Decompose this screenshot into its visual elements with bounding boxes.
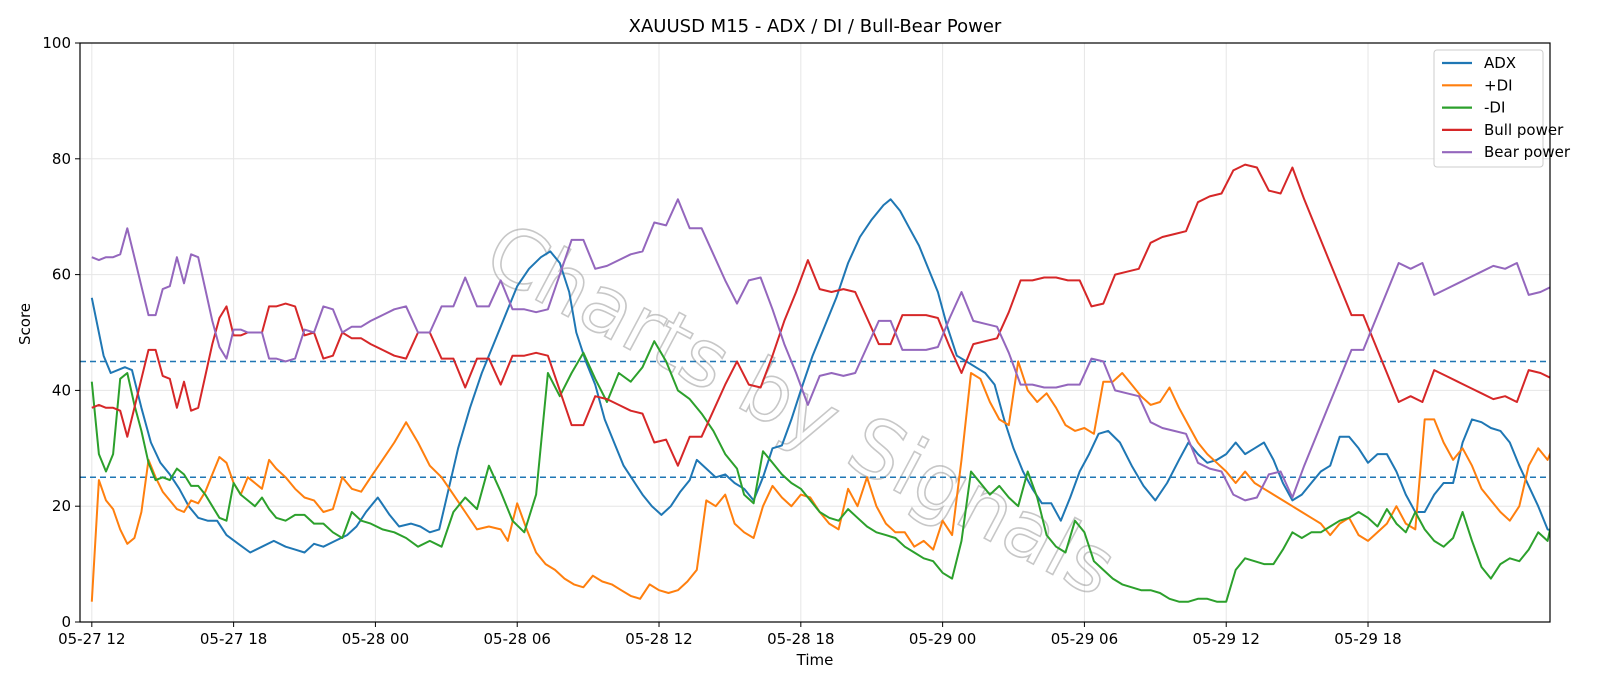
series-line-bear-power	[91, 198, 1550, 502]
x-tick-label: 05-29 12	[1192, 630, 1259, 648]
x-tick-label: 05-28 18	[767, 630, 834, 648]
legend-box	[1433, 49, 1544, 168]
series-lines	[90, 163, 1550, 603]
reference-lines	[80, 360, 1550, 478]
x-tick-label: 05-28 06	[483, 630, 550, 648]
series-line-bull-power	[91, 163, 1550, 467]
x-axis-ticks: 05-27 12 05-27 18 05-28 00 05-28 06 05-28 12…	[58, 622, 1402, 648]
y-tick-label: 100	[42, 34, 71, 52]
y-axis-label: Score	[16, 303, 34, 345]
x-tick-label: 05-28 00	[342, 630, 409, 648]
plot-frame	[79, 42, 1551, 623]
y-axis-ticks: 0 20 40 60 80 100	[42, 34, 80, 631]
y-tick-label: 80	[52, 150, 71, 168]
legend-label: +DI	[1484, 76, 1513, 94]
chart-title: XAUUSD M15 - ADX / DI / Bull-Bear Power	[629, 16, 1002, 37]
x-tick-label: 05-28 12	[625, 630, 692, 648]
legend: ADX +DI -DI Bull power Bear power	[1433, 49, 1571, 168]
x-axis-label: Time	[796, 651, 834, 669]
x-tick-label: 05-29 00	[909, 630, 976, 648]
x-tick-label: 05-29 06	[1051, 630, 1118, 648]
legend-label: ADX	[1484, 54, 1516, 72]
y-tick-label: 40	[52, 381, 71, 399]
series-line-di	[90, 360, 1550, 602]
series-line-di	[90, 340, 1550, 603]
x-tick-label: 05-27 18	[200, 630, 267, 648]
legend-label: Bear power	[1484, 143, 1571, 161]
legend-label: Bull power	[1484, 121, 1564, 139]
x-tick-label: 05-29 18	[1334, 630, 1401, 648]
y-tick-label: 0	[61, 613, 71, 631]
legend-label: -DI	[1484, 99, 1505, 117]
y-tick-label: 20	[52, 497, 71, 515]
y-tick-label: 60	[52, 266, 71, 284]
x-tick-label: 05-27 12	[58, 630, 125, 648]
